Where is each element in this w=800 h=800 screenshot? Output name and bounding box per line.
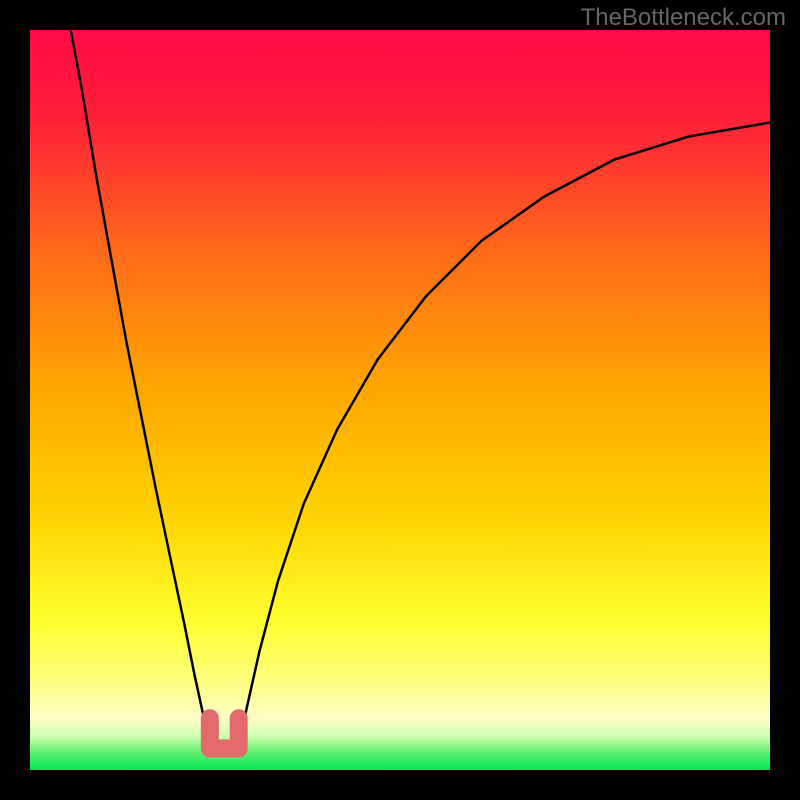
chart-stage: TheBottleneck.com	[0, 0, 800, 800]
gradient-panel	[30, 30, 770, 770]
bottleneck-chart-svg	[0, 0, 800, 800]
